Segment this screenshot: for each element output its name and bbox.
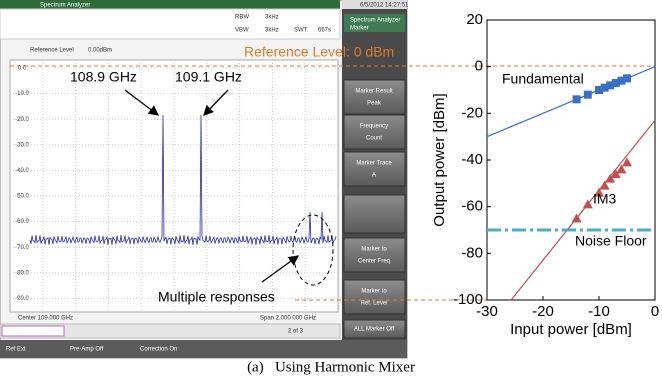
- x-tick-label: 0: [651, 303, 659, 320]
- page-indicator: 2 of 3: [288, 329, 304, 335]
- softkey[interactable]: [344, 195, 405, 233]
- annotation: Multiple responses: [158, 289, 275, 305]
- softkey-label[interactable]: Marker to: [361, 289, 387, 295]
- screen-y-label: -60.0: [15, 219, 29, 225]
- y-tick-label: 0: [475, 58, 483, 75]
- ref-level-value: 0.00dBm: [88, 48, 112, 54]
- y-axis-label: Output power [dBm]: [431, 93, 448, 226]
- center-freq: Center 109.000 GHz: [18, 316, 73, 322]
- softkey-label[interactable]: A: [372, 173, 376, 179]
- plot-area: [487, 20, 655, 300]
- y-tick-label: 20: [466, 11, 483, 28]
- rbw-value: 3kHz: [265, 15, 279, 21]
- status-item: Correction On: [140, 347, 177, 353]
- screen-title: Spectrum Analyzer: [40, 3, 90, 9]
- screen-y-label: -40.0: [15, 168, 29, 174]
- ref-level-label: Reference Level: [30, 48, 74, 54]
- marker: [584, 91, 592, 99]
- timestamp: 6/5/2012 14:27:51: [360, 3, 409, 9]
- annotation: Reference Level: 0 dBm: [244, 44, 394, 60]
- screen-y-label: -80.0: [15, 270, 29, 276]
- screen-y-label: -50.0: [15, 194, 29, 200]
- span: Span 2.000 000 GHz: [260, 316, 316, 322]
- settings-bar: [0, 9, 340, 39]
- softkey-label[interactable]: Frequency: [360, 124, 388, 130]
- status-item: Ref Ext: [6, 347, 26, 353]
- y-tick-label: -80: [461, 244, 483, 261]
- softkey[interactable]: [344, 238, 405, 272]
- series-label: Fundamental: [502, 71, 584, 87]
- softkey-label[interactable]: Marker Result: [355, 89, 393, 95]
- screen-y-label: -70.0: [15, 245, 29, 251]
- softkey-label[interactable]: Center Freq: [358, 259, 390, 265]
- softkey-label[interactable]: Marker Trace: [356, 161, 392, 167]
- softkey[interactable]: [344, 280, 405, 314]
- swt-label: SWT: [294, 28, 308, 34]
- series-label: Noise Floor: [575, 233, 647, 249]
- x-tick-label: -20: [532, 303, 554, 320]
- x-tick-label: -30: [476, 303, 498, 320]
- swt-value: 667s: [318, 28, 331, 34]
- marker: [573, 95, 581, 103]
- softkey[interactable]: [344, 115, 405, 149]
- series-label: IM3: [593, 191, 617, 207]
- panel-title: Spectrum Analyzer: [350, 18, 400, 24]
- softkey-label[interactable]: Marker to: [361, 247, 387, 253]
- active-tab[interactable]: [2, 326, 64, 336]
- annotation: 109.1 GHz: [175, 69, 242, 85]
- vbw-label: VBW: [235, 28, 249, 34]
- fit-line: [511, 120, 655, 300]
- annotation: 108.9 GHz: [70, 69, 137, 85]
- panel-subtitle: Marker: [350, 26, 369, 32]
- softkey-label[interactable]: Count: [366, 136, 382, 142]
- status-item: Pre-Amp Off: [70, 347, 104, 353]
- figure: Spectrum Analyzer 6/5/2012 14:27:51 RBW …: [0, 0, 662, 376]
- screen-y-label: -90.0: [15, 296, 29, 302]
- status-bar: [0, 340, 407, 358]
- caption: (a) Using Harmonic Mixer: [247, 359, 415, 375]
- softkey-label[interactable]: Peak: [367, 101, 382, 107]
- x-tick-label: -10: [588, 303, 610, 320]
- screen-y-label: -30.0: [15, 142, 29, 148]
- y-tick-label: -20: [461, 104, 483, 121]
- softkey-label[interactable]: Ref. Level: [360, 301, 387, 307]
- y-tick-label: -40: [461, 151, 483, 168]
- marker: [623, 74, 631, 82]
- softkey[interactable]: [344, 152, 405, 186]
- screen-y-label: -20.0: [15, 117, 29, 123]
- marker: [622, 157, 632, 166]
- softkey[interactable]: [344, 80, 405, 114]
- y-tick-label: -60: [461, 198, 483, 215]
- x-axis-label: Input power [dBm]: [510, 321, 632, 338]
- vbw-value: 3kHz: [265, 28, 279, 34]
- softkey-label[interactable]: ALL Marker Off: [354, 327, 395, 333]
- rbw-label: RBW: [235, 15, 249, 21]
- screen-y-label: -10.0: [15, 91, 29, 97]
